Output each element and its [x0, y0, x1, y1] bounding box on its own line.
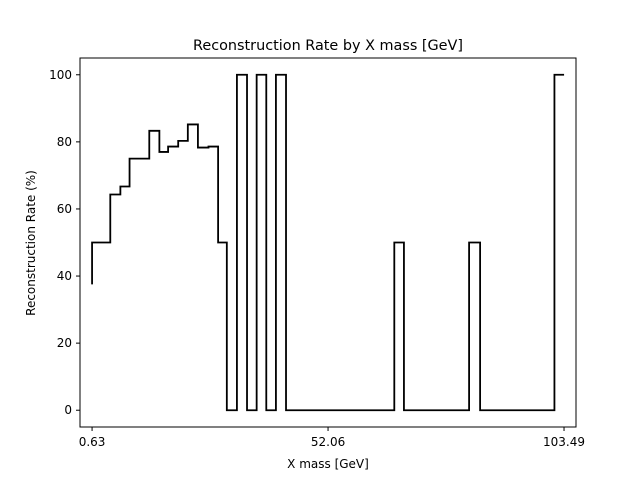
x-tick-label: 103.49 [543, 435, 585, 449]
x-axis-label: X mass [GeV] [287, 457, 369, 471]
series-line-0 [91, 73, 565, 412]
y-tick-label: 100 [49, 68, 72, 82]
x-tick-label: 52.06 [311, 435, 345, 449]
y-tick-label: 20 [57, 336, 72, 350]
x-axis-ticks: 0.63 52.06 103.49 [79, 427, 585, 449]
y-tick-label: 80 [57, 135, 72, 149]
y-axis-label: Reconstruction Rate (%) [24, 170, 38, 316]
y-axis-ticks: 0 20 40 60 80 100 [49, 68, 80, 417]
series-layer [91, 73, 565, 412]
chart-title: Reconstruction Rate by X mass [GeV] [193, 38, 463, 54]
x-tick-label: 0.63 [79, 435, 106, 449]
y-tick-label: 60 [57, 202, 72, 216]
y-tick-label: 0 [64, 403, 72, 417]
y-tick-label: 40 [57, 269, 72, 283]
